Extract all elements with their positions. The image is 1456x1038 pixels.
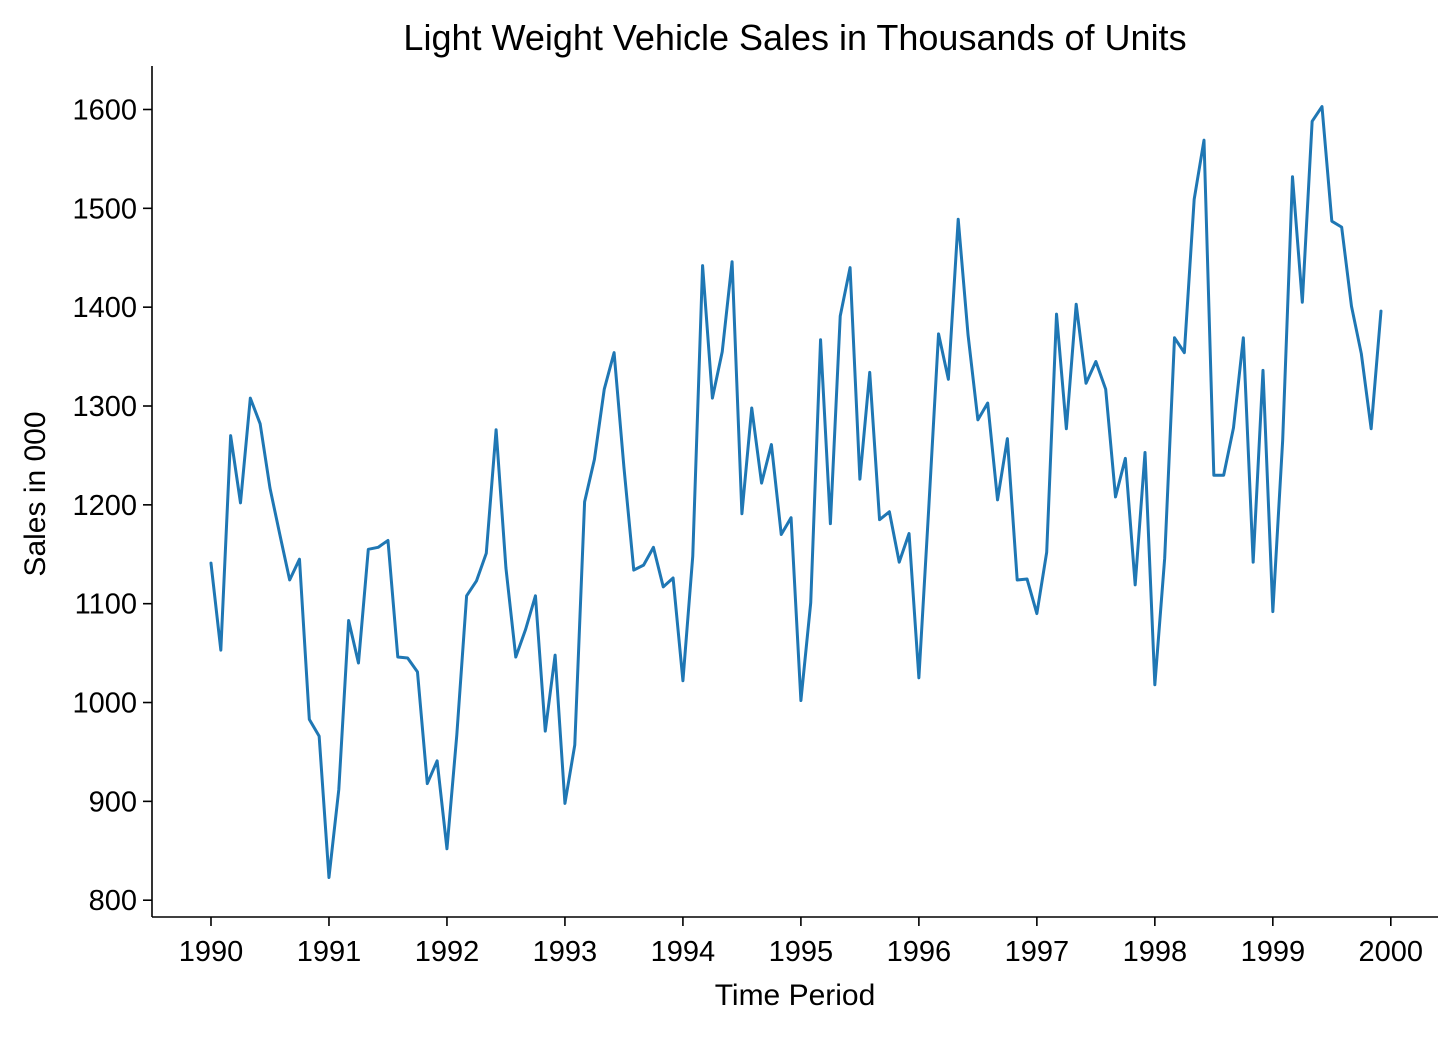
- x-tick-label: 1990: [179, 936, 244, 968]
- chart-title: Light Weight Vehicle Sales in Thousands …: [403, 17, 1186, 58]
- y-tick-label: 1400: [72, 292, 137, 324]
- y-tick-label: 1500: [72, 193, 137, 225]
- x-tick-label: 1996: [887, 936, 952, 968]
- y-tick-label: 1200: [72, 490, 137, 522]
- x-tick-label: 1995: [769, 936, 834, 968]
- x-tick-label: 1998: [1123, 936, 1188, 968]
- y-axis-label: Sales in 000: [19, 411, 52, 576]
- y-tick-label: 800: [89, 885, 137, 917]
- x-tick-label: 1997: [1005, 936, 1070, 968]
- y-tick-label: 1600: [72, 94, 137, 126]
- y-axis: 800 900 1000 1100 1200 1300 1400 1500 1600: [72, 66, 153, 917]
- y-tick-label: 1300: [72, 391, 137, 423]
- y-tick-label: 1000: [72, 688, 137, 720]
- x-tick-label: 1999: [1241, 936, 1306, 968]
- y-tick-label: 1100: [75, 589, 137, 621]
- x-axis-label: Time Period: [715, 979, 876, 1012]
- x-tick-label: 2000: [1359, 936, 1424, 968]
- x-axis: 1990 1991 1992 1993 1994 1995 1996 1997 1998 1999…: [152, 916, 1438, 968]
- series-group: [209, 105, 1383, 879]
- x-tick-label: 1991: [297, 936, 362, 968]
- series-line: [209, 105, 1383, 879]
- y-tick-label: 900: [89, 786, 137, 818]
- x-tick-label: 1994: [651, 936, 716, 968]
- x-tick-label: 1993: [533, 936, 598, 968]
- x-tick-label: 1992: [415, 936, 480, 968]
